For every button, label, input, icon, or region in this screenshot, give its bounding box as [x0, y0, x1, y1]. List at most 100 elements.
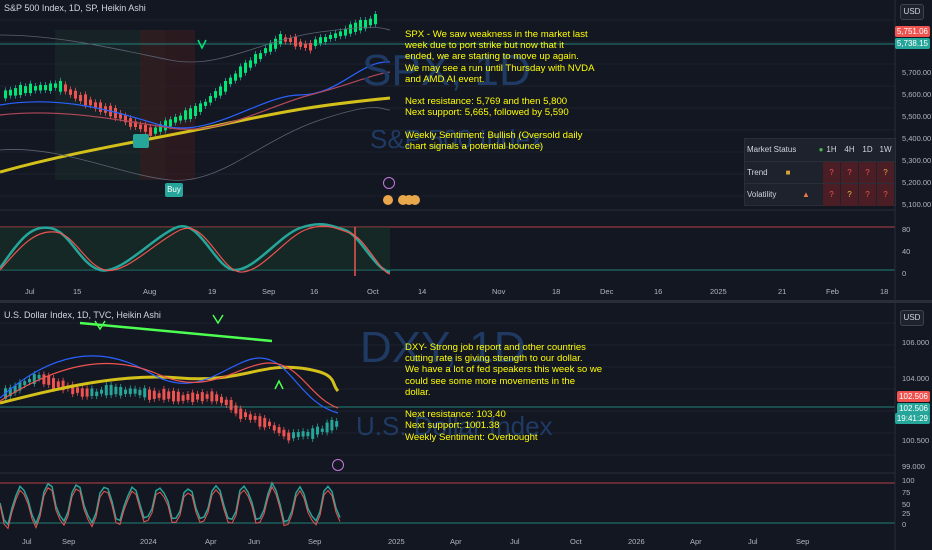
- ma-50-line: [0, 61, 391, 129]
- stoch-k-line: [0, 222, 391, 274]
- candle-body: [335, 421, 339, 427]
- candle-body: [152, 390, 156, 399]
- candle-body: [186, 394, 190, 400]
- volatility-1h: ?: [823, 184, 840, 206]
- earnings-flash-icon[interactable]: [383, 177, 395, 189]
- candle-body: [296, 432, 300, 438]
- time-axis-label: 15: [73, 287, 81, 296]
- candle-body: [254, 54, 257, 64]
- candle-body: [154, 127, 157, 134]
- spx-prev-price-tag: 5,738.15: [894, 38, 930, 49]
- event-icon[interactable]: [398, 195, 408, 205]
- candle-body: [99, 102, 102, 112]
- candle-body: [199, 103, 202, 112]
- dxy-chart-panel[interactable]: 106.000 104.000 100.500 99.000 100 75 50 25 0 Jul…: [0, 303, 932, 550]
- candle-body: [54, 83, 57, 88]
- dxy-price-tag: 102.506: [897, 403, 930, 414]
- candle-body: [34, 86, 37, 91]
- time-axis-label: Jul: [22, 537, 32, 546]
- candle-body: [138, 389, 142, 396]
- candle-body: [159, 124, 162, 132]
- candle-body: [174, 116, 177, 123]
- time-axis-label: Sep: [308, 537, 321, 546]
- time-axis-label: Sep: [62, 537, 75, 546]
- candle-body: [272, 425, 276, 431]
- candle-body: [71, 384, 75, 395]
- candle-body: [320, 428, 324, 432]
- candle-body: [209, 96, 212, 103]
- candle-body: [210, 391, 214, 402]
- candle-body: [179, 115, 182, 121]
- time-axis-label: 2026: [628, 537, 645, 546]
- price-axis-label: 106.000: [902, 338, 929, 347]
- candle-body: [172, 390, 175, 402]
- time-axis-label: Feb: [826, 287, 839, 296]
- candle-body: [264, 48, 267, 54]
- candle-body: [119, 386, 123, 396]
- market-status-header-row: Market Status ● 1H 4H 1D 1W: [745, 139, 895, 161]
- trend-1w: ?: [877, 162, 894, 184]
- candle-body: [133, 388, 137, 394]
- candle-body: [100, 389, 103, 394]
- price-axis-label: 5,600.00: [902, 90, 931, 99]
- candle-body: [311, 428, 315, 439]
- spx-chart-canvas[interactable]: 5,700.00 5,600.00 5,500.00 5,400.00 5,300.00…: [0, 0, 932, 300]
- candle-body: [28, 379, 31, 383]
- time-axis-label: 2025: [388, 537, 405, 546]
- dxy-annotation: DXY- Strong job report and other countri…: [405, 342, 603, 443]
- candle-body: [184, 110, 187, 120]
- candle-body: [143, 388, 147, 398]
- ma-100-line: [0, 362, 339, 409]
- spx-currency-button[interactable]: USD: [900, 4, 924, 20]
- price-axis-label: 5,100.00: [902, 200, 931, 209]
- price-axis-label: 99.000: [902, 462, 925, 471]
- time-axis-label: Jul: [748, 537, 758, 546]
- candle-body: [263, 417, 267, 428]
- band-lower: [0, 107, 391, 181]
- dxy-legend: U.S. Dollar Index, 1D, TVC, Heikin Ashi: [4, 310, 161, 320]
- market-status-volatility-row: Volatility ▲ ? ? ? ?: [745, 183, 895, 206]
- event-icon[interactable]: [383, 195, 393, 205]
- candle-body: [80, 388, 84, 397]
- candle-body: [274, 38, 277, 49]
- candle-body: [89, 99, 92, 106]
- candle-body: [191, 392, 195, 403]
- candle-body: [229, 400, 233, 410]
- candle-body: [9, 89, 12, 96]
- volatility-icon: ▲: [802, 190, 810, 199]
- time-axis-label: Jul: [510, 537, 520, 546]
- buy-signal-badge[interactable]: Buy: [165, 183, 183, 197]
- candle-body: [8, 387, 12, 397]
- osc-axis-label: 40: [902, 247, 910, 256]
- spx-chart-panel[interactable]: 5,700.00 5,600.00 5,500.00 5,400.00 5,300.00…: [0, 0, 932, 300]
- stoch-k-line: [0, 481, 341, 526]
- dxy-currency-button[interactable]: USD: [900, 310, 924, 326]
- candle-body: [109, 384, 113, 396]
- col-1d: 1D: [862, 145, 873, 154]
- candle-body: [169, 119, 172, 127]
- signal-badge[interactable]: [133, 134, 149, 148]
- trend-icon: ■: [785, 168, 791, 177]
- candle-body: [220, 396, 223, 403]
- time-axis-label: 16: [310, 287, 318, 296]
- candle-body: [74, 90, 77, 99]
- candle-body: [204, 101, 207, 106]
- candle-body: [56, 381, 60, 388]
- candle-body: [224, 399, 228, 406]
- candle-body: [325, 422, 329, 433]
- dxy-last-price-tag: 102.506: [897, 391, 930, 402]
- candle-body: [316, 426, 319, 435]
- candle-body: [205, 394, 209, 399]
- candle-body: [129, 118, 132, 127]
- time-axis-label: 18: [880, 287, 888, 296]
- candle-body: [148, 389, 151, 400]
- candle-body: [294, 36, 297, 47]
- trend-1h: ?: [823, 162, 840, 184]
- trend-4h: ?: [841, 162, 858, 184]
- candle-body: [304, 43, 307, 49]
- event-icon[interactable]: [410, 195, 420, 205]
- panel-divider[interactable]: [0, 300, 932, 303]
- event-flash-icon[interactable]: [332, 459, 344, 471]
- event-icon[interactable]: [404, 195, 414, 205]
